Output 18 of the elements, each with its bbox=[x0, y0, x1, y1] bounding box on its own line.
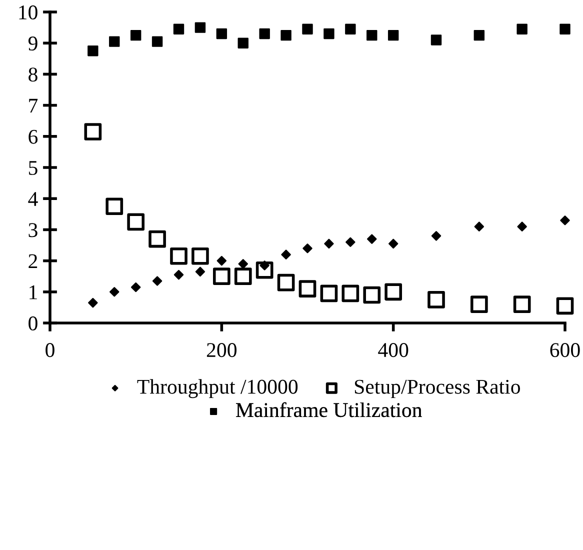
x-tick-label: 400 bbox=[378, 343, 408, 358]
legend-label: Mainframe Utilization bbox=[236, 402, 422, 418]
y-tick-label: 8 bbox=[28, 68, 38, 82]
x-tick-label: 200 bbox=[206, 343, 236, 358]
legend-label: Throughput /10000 bbox=[137, 379, 298, 398]
y-tick-label: 4 bbox=[28, 192, 38, 206]
legend-label: Setup/Process Ratio bbox=[354, 380, 520, 398]
y-tick-label: 3 bbox=[28, 223, 38, 238]
y-tick-label: 0 bbox=[28, 316, 38, 330]
y-tick-label: 7 bbox=[29, 98, 38, 113]
y-tick-label: 5 bbox=[28, 161, 38, 175]
x-tick-label: 600 bbox=[550, 343, 580, 358]
y-tick-label: 9 bbox=[28, 36, 38, 51]
x-tick-label: 0 bbox=[46, 343, 54, 358]
y-tick-label: 10 bbox=[19, 5, 38, 20]
y-tick-label: 1 bbox=[30, 285, 37, 300]
y-tick-label: 2 bbox=[28, 254, 38, 268]
y-tick-label: 6 bbox=[28, 130, 38, 144]
